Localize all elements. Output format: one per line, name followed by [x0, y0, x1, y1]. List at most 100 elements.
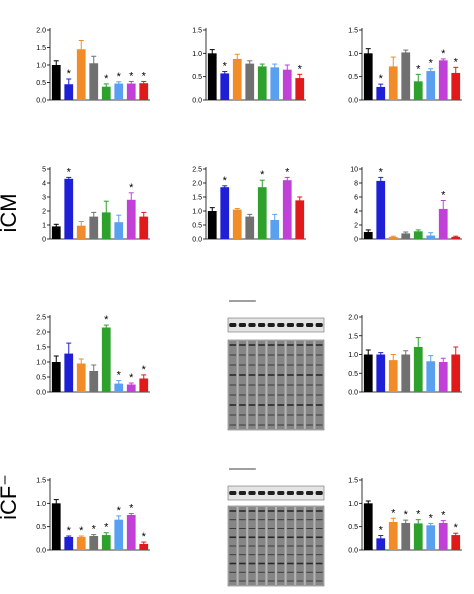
protein-band — [296, 491, 304, 495]
chart-panel-e: 0.0 0.5 1.0 1.5 2.0 2.5 * * * — [192, 166, 306, 244]
bar — [126, 199, 136, 239]
bar — [51, 503, 61, 550]
protein-band — [258, 491, 266, 495]
significance-star: * — [454, 522, 459, 534]
protein-band — [267, 491, 275, 495]
significance-star: * — [117, 71, 122, 83]
bar — [401, 522, 411, 550]
bar — [426, 525, 436, 550]
bar — [282, 69, 292, 100]
bar — [220, 187, 230, 239]
y-tick-label: 8 — [354, 181, 358, 188]
bar — [401, 233, 411, 239]
significance-star: * — [379, 525, 384, 537]
bar — [388, 66, 398, 100]
bar — [139, 83, 149, 100]
y-tick-label: 1.5 — [348, 478, 358, 485]
bar — [114, 222, 124, 239]
bar — [257, 187, 267, 239]
bar — [64, 178, 74, 239]
y-tick-label: 4 — [354, 209, 358, 216]
bar — [413, 81, 423, 100]
blot-panel-k — [227, 468, 325, 587]
bar — [451, 236, 461, 239]
significance-star: * — [441, 48, 446, 60]
section-label-icm: iCM — [0, 193, 21, 232]
bar — [89, 371, 99, 392]
y-tick-label: 0.5 — [36, 80, 46, 87]
bar — [388, 236, 398, 239]
y-tick-label: 0.0 — [348, 390, 358, 397]
bar — [126, 83, 136, 100]
bar — [51, 65, 61, 100]
significance-star: * — [129, 503, 134, 515]
significance-star: * — [223, 175, 228, 187]
bar — [114, 519, 124, 550]
significance-star: * — [104, 522, 109, 534]
protein-band — [306, 491, 314, 495]
bar — [376, 180, 386, 239]
y-tick-label: 3 — [42, 195, 46, 202]
bar — [451, 354, 461, 392]
section-label-icf: iCF⁻ — [0, 474, 21, 520]
protein-band — [248, 323, 256, 327]
y-tick-label: 0.5 — [348, 371, 358, 378]
bar — [139, 378, 149, 392]
protein-band — [229, 491, 237, 495]
significance-star: * — [129, 372, 134, 384]
significance-star: * — [429, 58, 434, 70]
protein-band — [286, 323, 294, 327]
y-tick-label: 0 — [354, 237, 358, 244]
y-tick-label: 2 — [42, 209, 46, 216]
significance-star: * — [142, 70, 147, 82]
y-tick-label: 2.0 — [36, 330, 46, 337]
significance-star: * — [260, 169, 265, 181]
y-tick-label: 1.0 — [36, 360, 46, 367]
chart-panel-b: 0.0 0.5 1.0 1.5 * * — [192, 28, 306, 105]
significance-star: * — [117, 505, 122, 517]
y-tick-label: 2.0 — [348, 315, 358, 322]
significance-star: * — [142, 531, 147, 543]
protein-band — [286, 491, 294, 495]
bar — [232, 209, 242, 239]
y-tick-label: 0.0 — [36, 98, 46, 105]
bar — [295, 78, 305, 100]
significance-star: * — [92, 524, 97, 536]
significance-star: * — [379, 166, 384, 178]
chart-panel-c: 0.0 0.5 1.0 1.5 * * * * * — [348, 28, 462, 105]
bar — [64, 353, 74, 392]
bar — [207, 53, 217, 100]
significance-star: * — [223, 61, 228, 73]
bar — [245, 216, 255, 239]
y-tick-label: 1.5 — [36, 478, 46, 485]
significance-star: * — [391, 507, 396, 519]
protein-band — [248, 491, 256, 495]
significance-star: * — [404, 509, 409, 521]
y-tick-label: 1.0 — [36, 501, 46, 508]
bar — [413, 231, 423, 239]
bar — [101, 327, 111, 392]
significance-star: * — [104, 73, 109, 85]
significance-star: * — [441, 190, 446, 202]
significance-star: * — [67, 166, 72, 178]
y-tick-label: 1.0 — [348, 352, 358, 359]
significance-star: * — [298, 63, 303, 75]
chart-panel-j: 0.0 0.5 1.0 1.5 * * * * * * * — [36, 478, 150, 555]
bar — [438, 522, 448, 550]
bar — [76, 225, 86, 239]
bar — [64, 84, 74, 100]
y-tick-label: 2.5 — [192, 167, 202, 174]
bar — [76, 363, 86, 392]
y-tick-label: 0.0 — [192, 98, 202, 105]
y-tick-label: 0.5 — [36, 524, 46, 531]
significance-star: * — [129, 182, 134, 194]
significance-star: * — [67, 68, 72, 80]
y-tick-label: 1.0 — [36, 63, 46, 70]
significance-star: * — [429, 512, 434, 524]
blot-panel-h — [227, 300, 325, 431]
y-tick-label: 0.5 — [348, 524, 358, 531]
protein-band — [277, 491, 285, 495]
significance-star: * — [416, 63, 421, 75]
y-tick-label: 2.5 — [36, 315, 46, 322]
y-tick-label: 0 — [42, 237, 46, 244]
